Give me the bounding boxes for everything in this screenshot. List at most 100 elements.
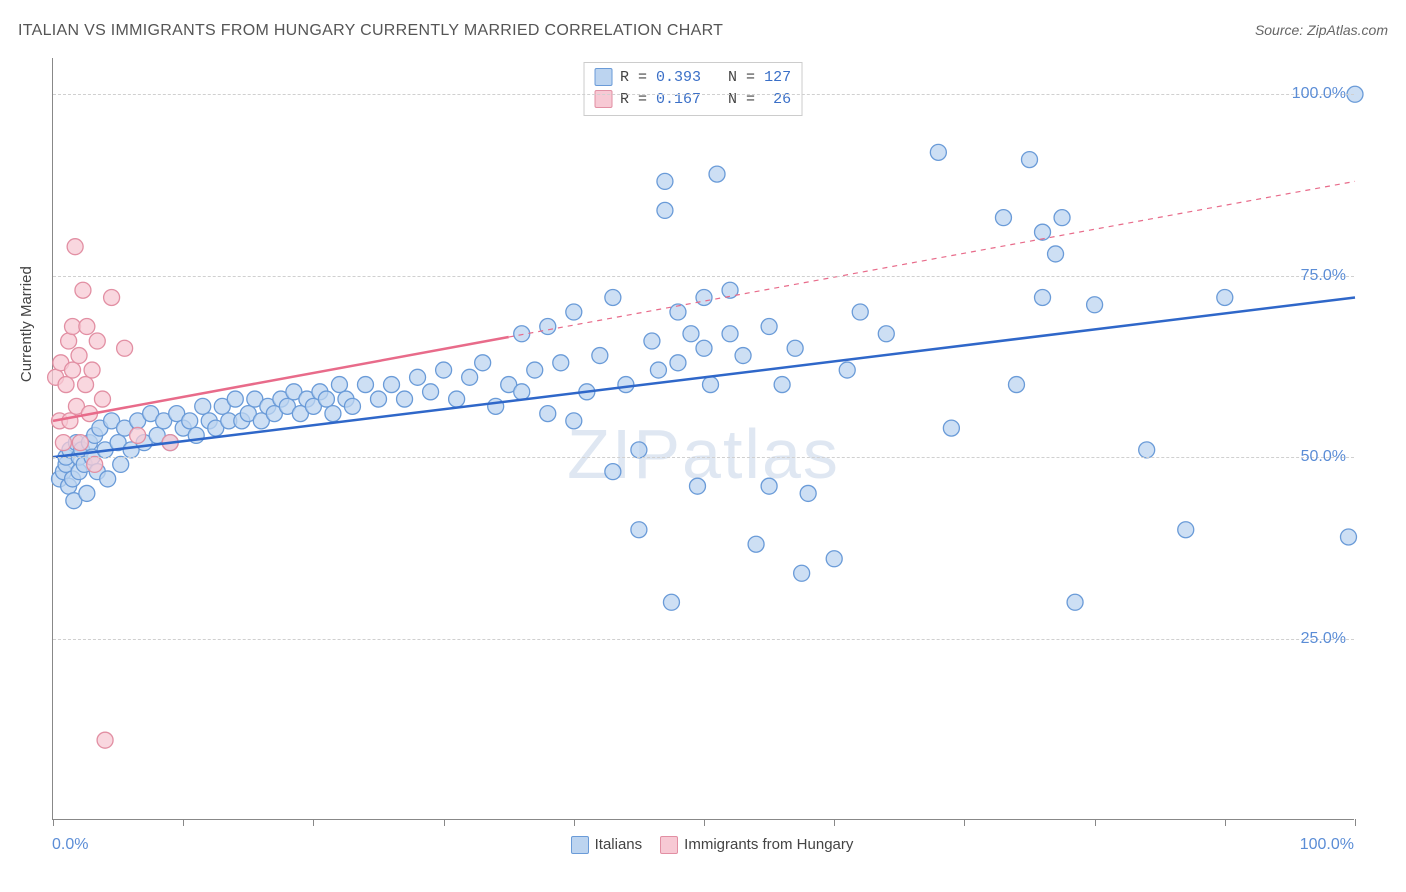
data-point <box>357 377 373 393</box>
data-point <box>592 348 608 364</box>
data-point <box>657 173 673 189</box>
data-point <box>227 391 243 407</box>
data-point <box>462 369 478 385</box>
x-tick <box>1355 819 1356 826</box>
data-point <box>553 355 569 371</box>
plot-area: ZIPatlas R = 0.393 N = 127R = 0.167 N = … <box>52 58 1354 820</box>
data-point <box>663 594 679 610</box>
data-point <box>384 377 400 393</box>
data-point <box>930 144 946 160</box>
x-tick <box>1095 819 1096 826</box>
data-point <box>878 326 894 342</box>
data-point <box>1217 289 1233 305</box>
x-tick <box>313 819 314 826</box>
data-point <box>722 326 738 342</box>
y-tick-label: 25.0% <box>1301 630 1346 648</box>
chart-svg <box>53 58 1354 819</box>
data-point <box>566 413 582 429</box>
x-tick <box>574 819 575 826</box>
x-tick <box>1225 819 1226 826</box>
data-point <box>62 413 78 429</box>
data-point <box>657 202 673 218</box>
data-point <box>527 362 543 378</box>
data-point <box>631 522 647 538</box>
data-point <box>104 289 120 305</box>
data-point <box>748 536 764 552</box>
data-point <box>696 340 712 356</box>
data-point <box>852 304 868 320</box>
data-point <box>410 369 426 385</box>
gridline <box>53 639 1354 640</box>
data-point <box>650 362 666 378</box>
data-point <box>703 377 719 393</box>
x-tick <box>964 819 965 826</box>
data-point <box>113 456 129 472</box>
data-point <box>449 391 465 407</box>
data-point <box>58 377 74 393</box>
data-point <box>100 471 116 487</box>
data-point <box>79 319 95 335</box>
data-point <box>683 326 699 342</box>
data-point <box>318 391 334 407</box>
data-point <box>774 377 790 393</box>
data-point <box>514 326 530 342</box>
legend-swatch <box>660 836 678 854</box>
data-point <box>87 456 103 472</box>
data-point <box>839 362 855 378</box>
data-point <box>631 442 647 458</box>
series-legend: ItaliansImmigrants from Hungary <box>0 836 1406 854</box>
data-point <box>195 398 211 414</box>
data-point <box>540 319 556 335</box>
x-tick <box>444 819 445 826</box>
chart-title: ITALIAN VS IMMIGRANTS FROM HUNGARY CURRE… <box>18 22 723 40</box>
data-point <box>943 420 959 436</box>
gridline <box>53 94 1354 95</box>
data-point <box>1048 246 1064 262</box>
data-point <box>618 377 634 393</box>
data-point <box>488 398 504 414</box>
y-tick-label: 100.0% <box>1292 85 1346 103</box>
data-point <box>78 377 94 393</box>
data-point <box>79 485 95 501</box>
data-point <box>644 333 660 349</box>
data-point <box>61 333 77 349</box>
legend-swatch <box>571 836 589 854</box>
data-point <box>97 732 113 748</box>
data-point <box>1054 210 1070 226</box>
data-point <box>794 565 810 581</box>
data-point <box>331 377 347 393</box>
data-point <box>605 464 621 480</box>
data-point <box>130 427 146 443</box>
data-point <box>65 362 81 378</box>
data-point <box>75 282 91 298</box>
data-point <box>735 348 751 364</box>
data-point <box>761 319 777 335</box>
legend-label: Italians <box>595 836 643 853</box>
x-tick <box>53 819 54 826</box>
data-point <box>84 362 100 378</box>
data-point <box>436 362 452 378</box>
y-tick-label: 75.0% <box>1301 267 1346 285</box>
x-tick <box>183 819 184 826</box>
y-tick-label: 50.0% <box>1301 448 1346 466</box>
data-point <box>696 289 712 305</box>
data-point <box>826 551 842 567</box>
data-point <box>371 391 387 407</box>
data-point <box>423 384 439 400</box>
data-point <box>344 398 360 414</box>
data-point <box>605 289 621 305</box>
data-point <box>1340 529 1356 545</box>
data-point <box>55 435 71 451</box>
data-point <box>89 333 105 349</box>
data-point <box>1008 377 1024 393</box>
data-point <box>182 413 198 429</box>
y-axis-label: Currently Married <box>18 266 35 382</box>
data-point <box>709 166 725 182</box>
data-point <box>800 485 816 501</box>
data-point <box>117 340 133 356</box>
data-point <box>94 391 110 407</box>
data-point <box>670 355 686 371</box>
x-tick <box>704 819 705 826</box>
data-point <box>71 348 87 364</box>
data-point <box>1022 152 1038 168</box>
